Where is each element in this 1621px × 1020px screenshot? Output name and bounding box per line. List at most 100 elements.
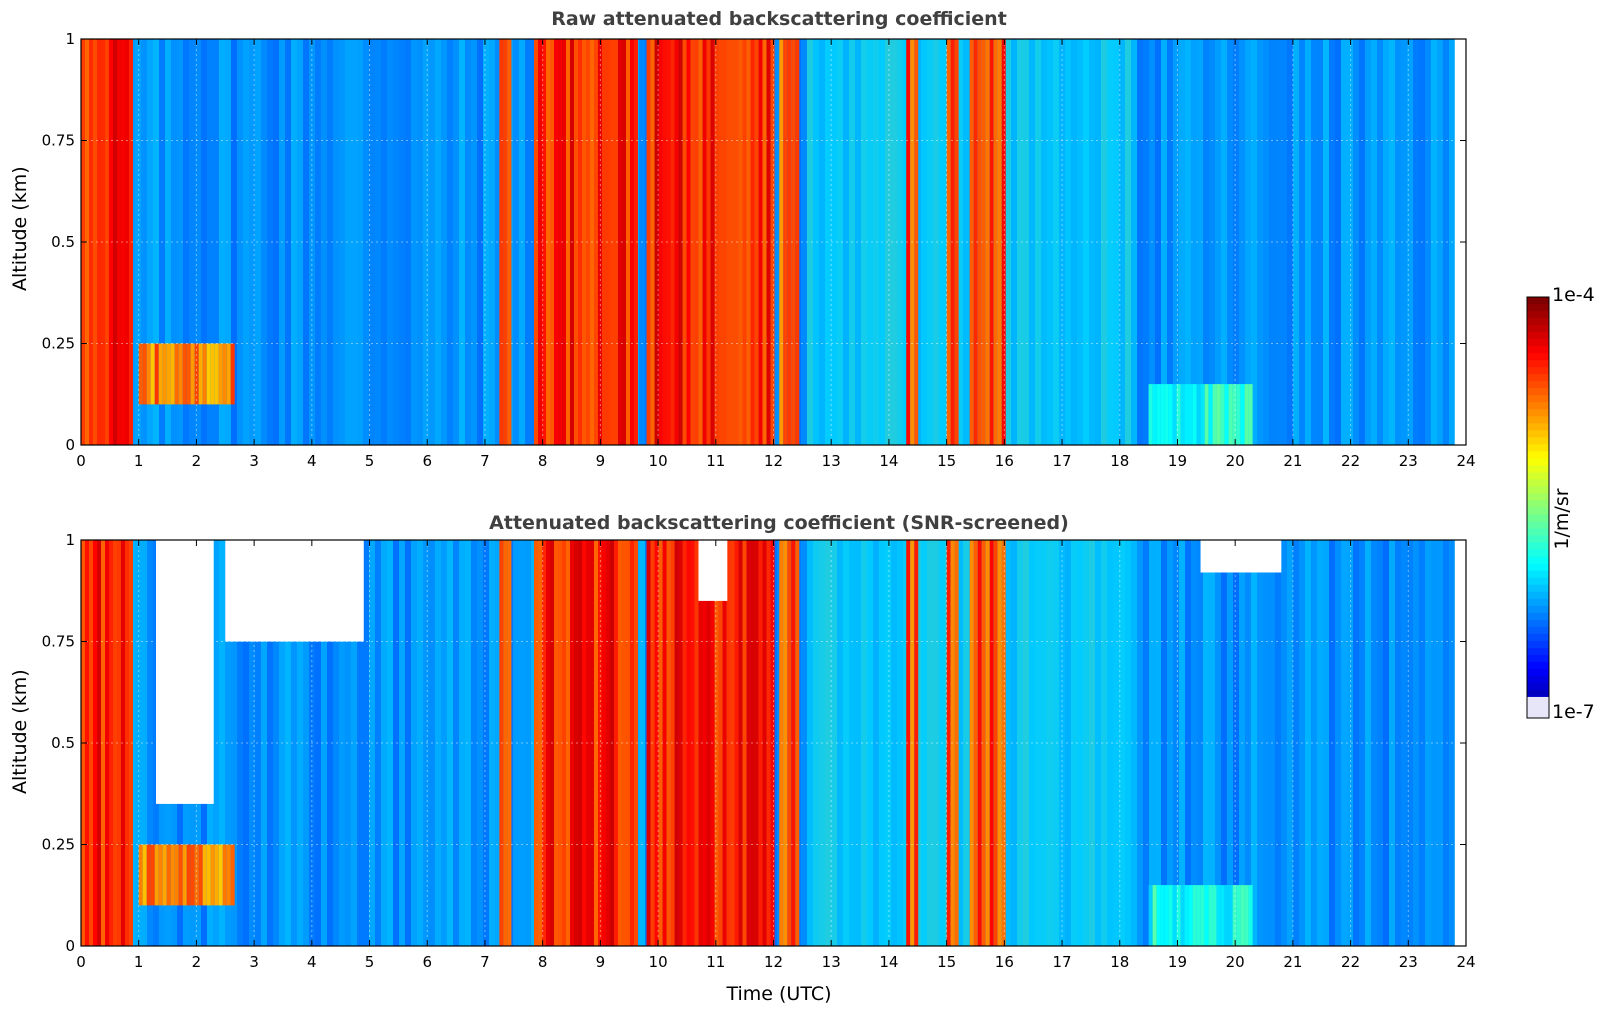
heatmap-column	[921, 39, 927, 445]
heatmap-feature-cell	[550, 39, 555, 445]
heatmap-column	[879, 39, 885, 445]
heatmap-column	[1095, 540, 1101, 946]
x-tick-label: 0	[76, 953, 86, 971]
heatmap-column	[861, 540, 867, 946]
colorbar-step	[1527, 381, 1549, 389]
heatmap-column	[345, 540, 351, 946]
heatmap-column	[327, 540, 333, 946]
colorbar-step	[1527, 500, 1549, 509]
heatmap-feature-cell	[981, 39, 986, 445]
x-tick-label: 24	[1456, 953, 1475, 971]
heatmap-column	[921, 540, 927, 946]
heatmap-column	[225, 540, 231, 946]
heatmap-column	[321, 540, 327, 946]
heatmap-column	[267, 39, 273, 445]
heatmap-column	[213, 39, 219, 445]
colorbar-step	[1527, 388, 1549, 396]
heatmap-column	[1029, 540, 1035, 946]
heatmap-feature-cell	[694, 39, 699, 445]
heatmap-column	[153, 39, 159, 445]
heatmap-column	[297, 540, 303, 946]
heatmap-column	[1101, 540, 1107, 946]
heatmap-column	[891, 39, 897, 445]
heatmap-feature-cell	[558, 540, 563, 946]
heatmap-column	[165, 39, 171, 445]
heatmap-feature-cell	[1188, 885, 1193, 946]
heatmap-column	[1017, 39, 1023, 445]
heatmap-column	[465, 540, 471, 946]
heatmap-column	[1131, 39, 1137, 445]
heatmap-column	[837, 39, 843, 445]
colorbar-step	[1527, 360, 1549, 368]
heatmap-feature-cell	[566, 39, 571, 445]
colorbar-step	[1527, 528, 1549, 537]
colorbar-step	[1527, 416, 1549, 424]
heatmap-column	[1317, 39, 1323, 445]
heatmap-feature-cell	[791, 39, 796, 445]
heatmap-feature-cell	[154, 343, 159, 405]
heatmap-feature-cell	[914, 540, 919, 946]
heatmap-column	[963, 39, 969, 445]
heatmap-feature-cell	[503, 39, 508, 445]
heatmap-column	[1287, 39, 1293, 445]
heatmap-feature-cell	[1216, 885, 1221, 946]
heatmap-feature-cell	[1236, 885, 1241, 946]
x-tick-label: 14	[879, 452, 898, 470]
heatmap-column	[1407, 39, 1413, 445]
x-tick-label: 11	[706, 452, 725, 470]
heatmap-column	[1401, 39, 1407, 445]
heatmap-feature-cell	[730, 39, 735, 445]
heatmap-feature-cell	[570, 39, 575, 445]
x-tick-label: 6	[422, 953, 432, 971]
heatmap-feature-cell	[738, 39, 743, 445]
heatmap-feature-cell	[1248, 384, 1253, 445]
heatmap-feature-cell	[182, 343, 187, 405]
heatmap-feature-cell	[129, 540, 133, 946]
heatmap-feature-cell	[722, 540, 727, 946]
heatmap-column	[1185, 39, 1191, 445]
heatmap-feature-cell	[538, 540, 543, 946]
heatmap-column	[147, 39, 153, 445]
heatmap-feature-cell	[170, 343, 175, 405]
heatmap-panel-screened: 0 1 2 3 4 5 6 7 8 9 10 11 12 13 14 15 16 17 18 19 20 21 22 23 24…	[42, 531, 1476, 971]
heatmap-column	[1119, 540, 1125, 946]
heatmap-feature-cell	[226, 343, 231, 405]
heatmap-column	[1275, 39, 1281, 445]
heatmap-feature-cell	[1224, 885, 1229, 946]
colorbar-step	[1527, 696, 1549, 705]
heatmap-column	[933, 540, 939, 946]
heatmap-feature-cell	[582, 540, 587, 946]
heatmap-feature-cell	[646, 39, 651, 445]
colorbar-step	[1527, 367, 1549, 375]
heatmap-column	[819, 540, 825, 946]
heatmap-column	[1245, 39, 1251, 445]
heatmap-feature-cell	[142, 844, 147, 906]
heatmap-column	[1299, 39, 1305, 445]
heatmap-column	[1365, 540, 1371, 946]
heatmap-column	[1257, 39, 1263, 445]
heatmap-column	[801, 39, 807, 445]
heatmap-feature-cell	[507, 540, 512, 946]
heatmap-feature-cell	[1208, 885, 1213, 946]
heatmap-feature-cell	[117, 540, 121, 946]
heatmap-feature-cell	[1148, 384, 1153, 445]
heatmap-column	[1281, 39, 1287, 445]
heatmap-column	[1431, 540, 1437, 946]
heatmap-feature-cell	[706, 39, 711, 445]
heatmap-feature-cell	[666, 540, 671, 946]
x-tick-label: 18	[1110, 452, 1129, 470]
heatmap-column	[519, 39, 525, 445]
colorbar-step	[1527, 626, 1549, 635]
heatmap-column	[1413, 39, 1419, 445]
colorbar-step	[1527, 451, 1549, 459]
heatmap-column	[1077, 540, 1083, 946]
heatmap-feature-cell	[762, 540, 767, 946]
heatmap-column	[357, 540, 363, 946]
heatmap-feature-cell	[1212, 885, 1217, 946]
heatmap-feature-cell	[906, 39, 911, 445]
heatmap-feature-cell	[1220, 885, 1225, 946]
x-tick-label: 1	[134, 953, 144, 971]
x-tick-label: 19	[1168, 452, 1187, 470]
heatmap-column	[1125, 540, 1131, 946]
heatmap-feature-cell	[734, 39, 739, 445]
